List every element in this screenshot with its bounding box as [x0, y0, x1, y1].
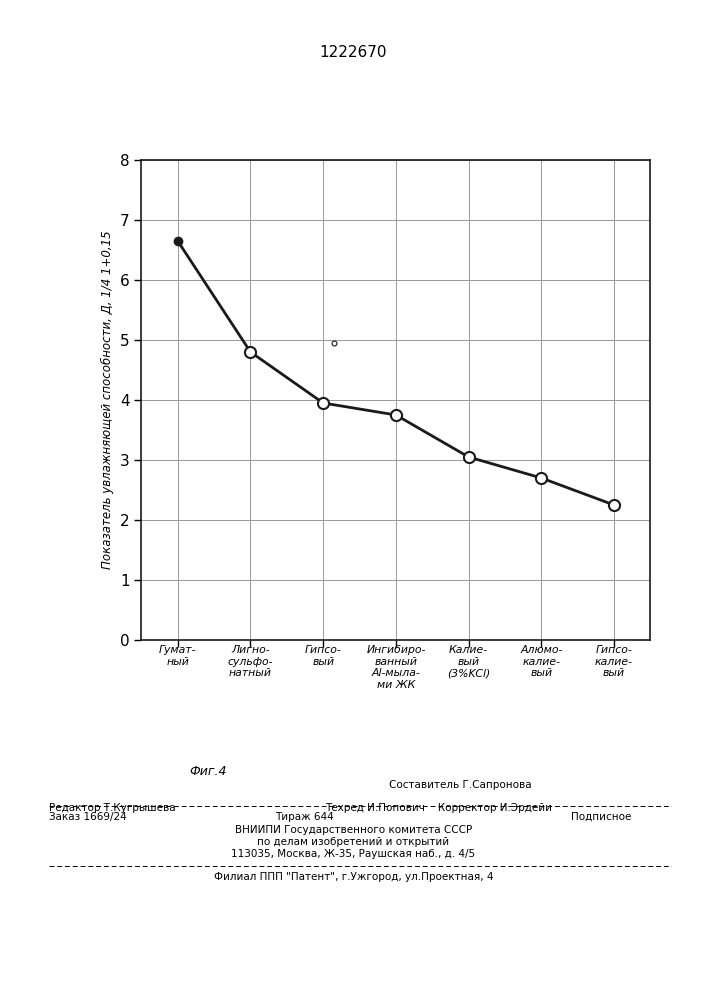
Text: Заказ 1669/24: Заказ 1669/24 — [49, 812, 127, 822]
Text: Подписное: Подписное — [571, 812, 631, 822]
Text: Лигно-
сульфо-
натный: Лигно- сульфо- натный — [228, 645, 273, 678]
Text: ВНИИПИ Государственного комитета СССР: ВНИИПИ Государственного комитета СССР — [235, 825, 472, 835]
Text: Ингибиро-
ванный
Аl-мыла-
ми ЖК: Ингибиро- ванный Аl-мыла- ми ЖК — [366, 645, 426, 690]
Text: Филиал ППП "Патент", г.Ужгород, ул.Проектная, 4: Филиал ППП "Патент", г.Ужгород, ул.Проек… — [214, 872, 493, 882]
Text: Калие-
вый
(3%KCl): Калие- вый (3%KCl) — [447, 645, 490, 678]
Y-axis label: Показатель увлажняющей способности, Д, 1/4 1+0,15: Показатель увлажняющей способности, Д, 1… — [101, 231, 115, 569]
Text: Составитель Г.Сапронова: Составитель Г.Сапронова — [389, 780, 532, 790]
Text: Алюмо-
калие-
вый: Алюмо- калие- вый — [520, 645, 563, 678]
Text: 113035, Москва, Ж-35, Раушская наб., д. 4/5: 113035, Москва, Ж-35, Раушская наб., д. … — [231, 849, 476, 859]
Text: Тираж 644: Тираж 644 — [274, 812, 334, 822]
Text: Гипсо-
вый: Гипсо- вый — [305, 645, 341, 667]
Text: Гумат-
ный: Гумат- ный — [159, 645, 197, 667]
Text: по делам изобретений и открытий: по делам изобретений и открытий — [257, 837, 450, 847]
Text: Техред И.Попович    Корректор И.Эрдейи: Техред И.Попович Корректор И.Эрдейи — [325, 803, 552, 813]
Text: Фиг.4: Фиг.4 — [189, 765, 228, 778]
Text: Редактор Т.Кугрышева: Редактор Т.Кугрышева — [49, 803, 176, 813]
Text: Гипсо-
калие-
вый: Гипсо- калие- вый — [595, 645, 633, 678]
Text: 1222670: 1222670 — [320, 45, 387, 60]
